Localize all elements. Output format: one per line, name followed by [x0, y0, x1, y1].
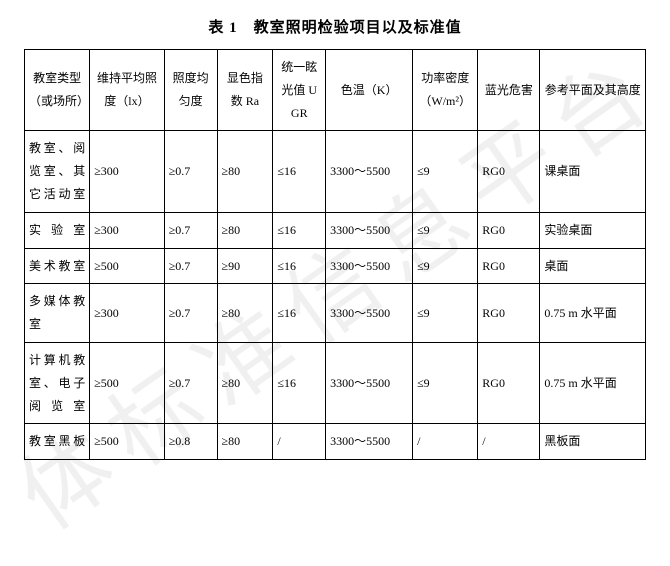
cell: ≥80 [217, 424, 273, 460]
cell: RG0 [478, 212, 540, 248]
cell: ≥300 [90, 284, 165, 343]
standards-table: 教室类型（或场所） 维持平均照度（lx） 照度均匀度 显色指数 Ra 统一眩光值… [24, 49, 646, 460]
table-row: 美术教室≥500≥0.7≥90≤163300～5500≤9RG0桌面 [25, 248, 646, 284]
cell: 3300～5500 [326, 248, 413, 284]
cell: 0.75 m 水平面 [540, 342, 646, 423]
table-title: 表 1 教室照明检验项目以及标准值 [24, 16, 646, 37]
cell: 课桌面 [540, 131, 646, 212]
cell: ≤16 [273, 131, 326, 212]
cell: RG0 [478, 284, 540, 343]
table-row: 教室黑板≥500≥0.8≥80/3300～5500//黑板面 [25, 424, 646, 460]
cell: 3300～5500 [326, 424, 413, 460]
cell: 黑板面 [540, 424, 646, 460]
table-body: 教室、阅览室、其它活动室≥300≥0.7≥80≤163300～5500≤9RG0… [25, 131, 646, 460]
cell: ≥80 [217, 131, 273, 212]
cell: 桌面 [540, 248, 646, 284]
col-header: 照度均匀度 [164, 50, 217, 131]
cell: / [413, 424, 478, 460]
col-header: 统一眩光值 UGR [273, 50, 326, 131]
cell: ≥300 [90, 131, 165, 212]
cell: 0.75 m 水平面 [540, 284, 646, 343]
cell: ≥0.7 [164, 284, 217, 343]
row-label: 多媒体教室 [25, 284, 90, 343]
cell: 3300～5500 [326, 131, 413, 212]
col-header: 功率密度（W/m²） [413, 50, 478, 131]
row-label: 教室、阅览室、其它活动室 [25, 131, 90, 212]
table-row: 多媒体教室≥300≥0.7≥80≤163300～5500≤9RG00.75 m … [25, 284, 646, 343]
cell: ≤16 [273, 248, 326, 284]
cell: ≥90 [217, 248, 273, 284]
col-header: 维持平均照度（lx） [90, 50, 165, 131]
cell: ≤16 [273, 212, 326, 248]
col-header: 参考平面及其高度 [540, 50, 646, 131]
cell: 3300～5500 [326, 342, 413, 423]
cell: ≥500 [90, 248, 165, 284]
cell: ≥0.8 [164, 424, 217, 460]
cell: ≥0.7 [164, 212, 217, 248]
cell: ≤9 [413, 284, 478, 343]
cell: ≤9 [413, 131, 478, 212]
cell: / [273, 424, 326, 460]
cell: 实验桌面 [540, 212, 646, 248]
table-header-row: 教室类型（或场所） 维持平均照度（lx） 照度均匀度 显色指数 Ra 统一眩光值… [25, 50, 646, 131]
cell: 3300～5500 [326, 284, 413, 343]
cell: ≥0.7 [164, 342, 217, 423]
table-row: 实验室≥300≥0.7≥80≤163300～5500≤9RG0实验桌面 [25, 212, 646, 248]
cell: RG0 [478, 248, 540, 284]
row-label: 计算机教室、电子阅览室 [25, 342, 90, 423]
cell: ≥80 [217, 212, 273, 248]
cell: ≥500 [90, 342, 165, 423]
table-row: 计算机教室、电子阅览室≥500≥0.7≥80≤163300～5500≤9RG00… [25, 342, 646, 423]
cell: ≤16 [273, 284, 326, 343]
cell: / [478, 424, 540, 460]
col-header: 色温（K） [326, 50, 413, 131]
row-label: 教室黑板 [25, 424, 90, 460]
cell: 3300～5500 [326, 212, 413, 248]
cell: ≥500 [90, 424, 165, 460]
col-header: 蓝光危害 [478, 50, 540, 131]
cell: ≤9 [413, 248, 478, 284]
cell: RG0 [478, 342, 540, 423]
table-row: 教室、阅览室、其它活动室≥300≥0.7≥80≤163300～5500≤9RG0… [25, 131, 646, 212]
cell: ≥300 [90, 212, 165, 248]
col-header: 显色指数 Ra [217, 50, 273, 131]
cell: ≤9 [413, 342, 478, 423]
cell: ≤9 [413, 212, 478, 248]
row-label: 实验室 [25, 212, 90, 248]
cell: ≥80 [217, 284, 273, 343]
cell: ≥0.7 [164, 248, 217, 284]
cell: RG0 [478, 131, 540, 212]
cell: ≥80 [217, 342, 273, 423]
row-label: 美术教室 [25, 248, 90, 284]
cell: ≤16 [273, 342, 326, 423]
cell: ≥0.7 [164, 131, 217, 212]
col-header: 教室类型（或场所） [25, 50, 90, 131]
